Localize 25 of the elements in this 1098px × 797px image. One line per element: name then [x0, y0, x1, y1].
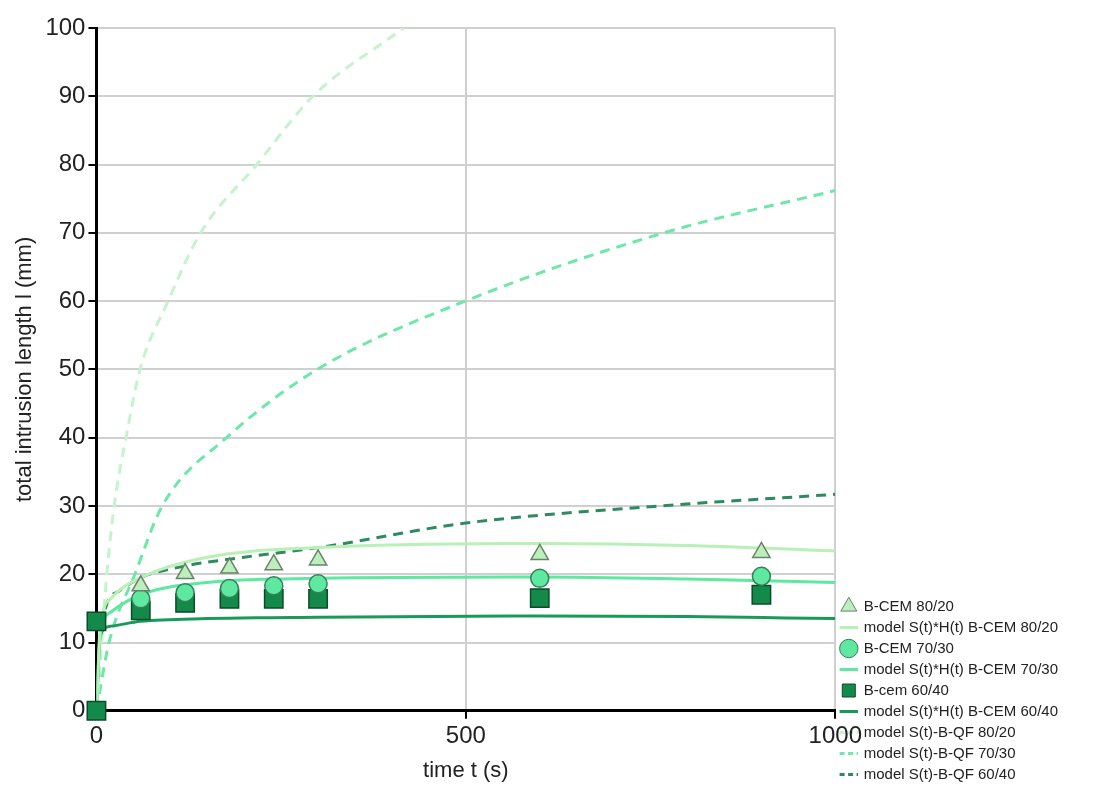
y-tick-label: 80 — [58, 149, 86, 177]
y-tick-label: 100 — [45, 12, 86, 40]
x-tick-label: 1000 — [808, 720, 862, 748]
legend-label: model S(t)-B-QF 70/30 — [863, 743, 1016, 761]
legend-label: model S(t)-B-QF 60/40 — [863, 764, 1016, 782]
y-tick-label: 30 — [58, 490, 86, 518]
x-tick-label: 0 — [89, 720, 104, 748]
y-tick-label: 10 — [58, 627, 86, 655]
legend-label: B-CEM 80/20 — [863, 596, 954, 614]
legend-label: model S(t)*H(t) B-CEM 60/40 — [863, 701, 1058, 719]
legend-label: model S(t)-B-QF 80/20 — [863, 722, 1016, 740]
y-tick-label: 0 — [72, 695, 86, 723]
y-tick-label: 40 — [58, 422, 86, 450]
y-tick-label: 70 — [58, 217, 86, 245]
y-tick-label: 20 — [58, 558, 86, 586]
x-tick-label: 500 — [445, 720, 486, 748]
y-axis-title: total intrusion length l (mm) — [11, 236, 37, 503]
y-tick-label: 60 — [58, 285, 86, 313]
legend-label: B-cem 60/40 — [863, 680, 949, 698]
legend-label: B-CEM 70/30 — [863, 638, 954, 656]
legend-label: model S(t)*H(t) B-CEM 70/30 — [863, 659, 1058, 677]
y-tick-label: 90 — [58, 80, 86, 108]
legend-label: model S(t)*H(t) B-CEM 80/20 — [863, 617, 1058, 635]
y-tick-label: 50 — [58, 354, 86, 382]
x-axis-title: time t (s) — [423, 756, 509, 782]
